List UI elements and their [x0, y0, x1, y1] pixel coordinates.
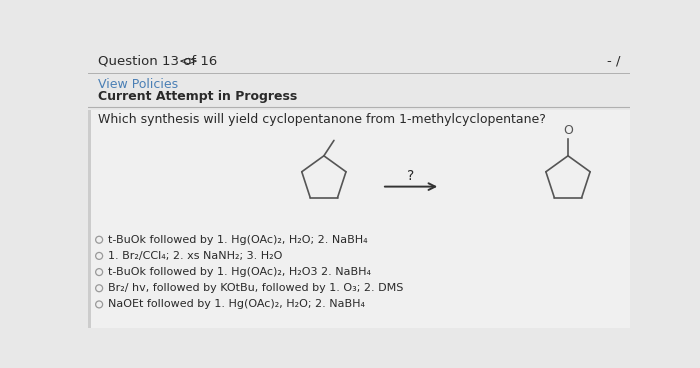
Text: - /: - / — [607, 55, 621, 68]
FancyBboxPatch shape — [88, 44, 630, 328]
Text: <: < — [179, 55, 190, 68]
Text: t-BuOk followed by 1. Hg(OAc)₂, H₂O; 2. NaBH₄: t-BuOk followed by 1. Hg(OAc)₂, H₂O; 2. … — [108, 235, 368, 245]
Text: >: > — [187, 55, 198, 68]
Text: Which synthesis will yield cyclopentanone from 1-methylcyclopentane?: Which synthesis will yield cyclopentanon… — [98, 113, 546, 127]
Bar — [88, 44, 630, 110]
Text: NaOEt followed by 1. Hg(OAc)₂, H₂O; 2. NaBH₄: NaOEt followed by 1. Hg(OAc)₂, H₂O; 2. N… — [108, 300, 365, 309]
Text: t-BuOk followed by 1. Hg(OAc)₂, H₂O3 2. NaBH₄: t-BuOk followed by 1. Hg(OAc)₂, H₂O3 2. … — [108, 267, 371, 277]
Text: Current Attempt in Progress: Current Attempt in Progress — [98, 91, 298, 103]
Text: View Policies: View Policies — [98, 78, 178, 91]
Text: Question 13 of 16: Question 13 of 16 — [98, 55, 218, 68]
Text: Br₂/ hv, followed by KOtBu, followed by 1. O₃; 2. DMS: Br₂/ hv, followed by KOtBu, followed by … — [108, 283, 403, 293]
Text: 1. Br₂/CCl₄; 2. xs NaNH₂; 3. H₂O: 1. Br₂/CCl₄; 2. xs NaNH₂; 3. H₂O — [108, 251, 282, 261]
Text: O: O — [563, 124, 573, 137]
Bar — [88, 110, 90, 328]
Text: ?: ? — [407, 169, 414, 183]
